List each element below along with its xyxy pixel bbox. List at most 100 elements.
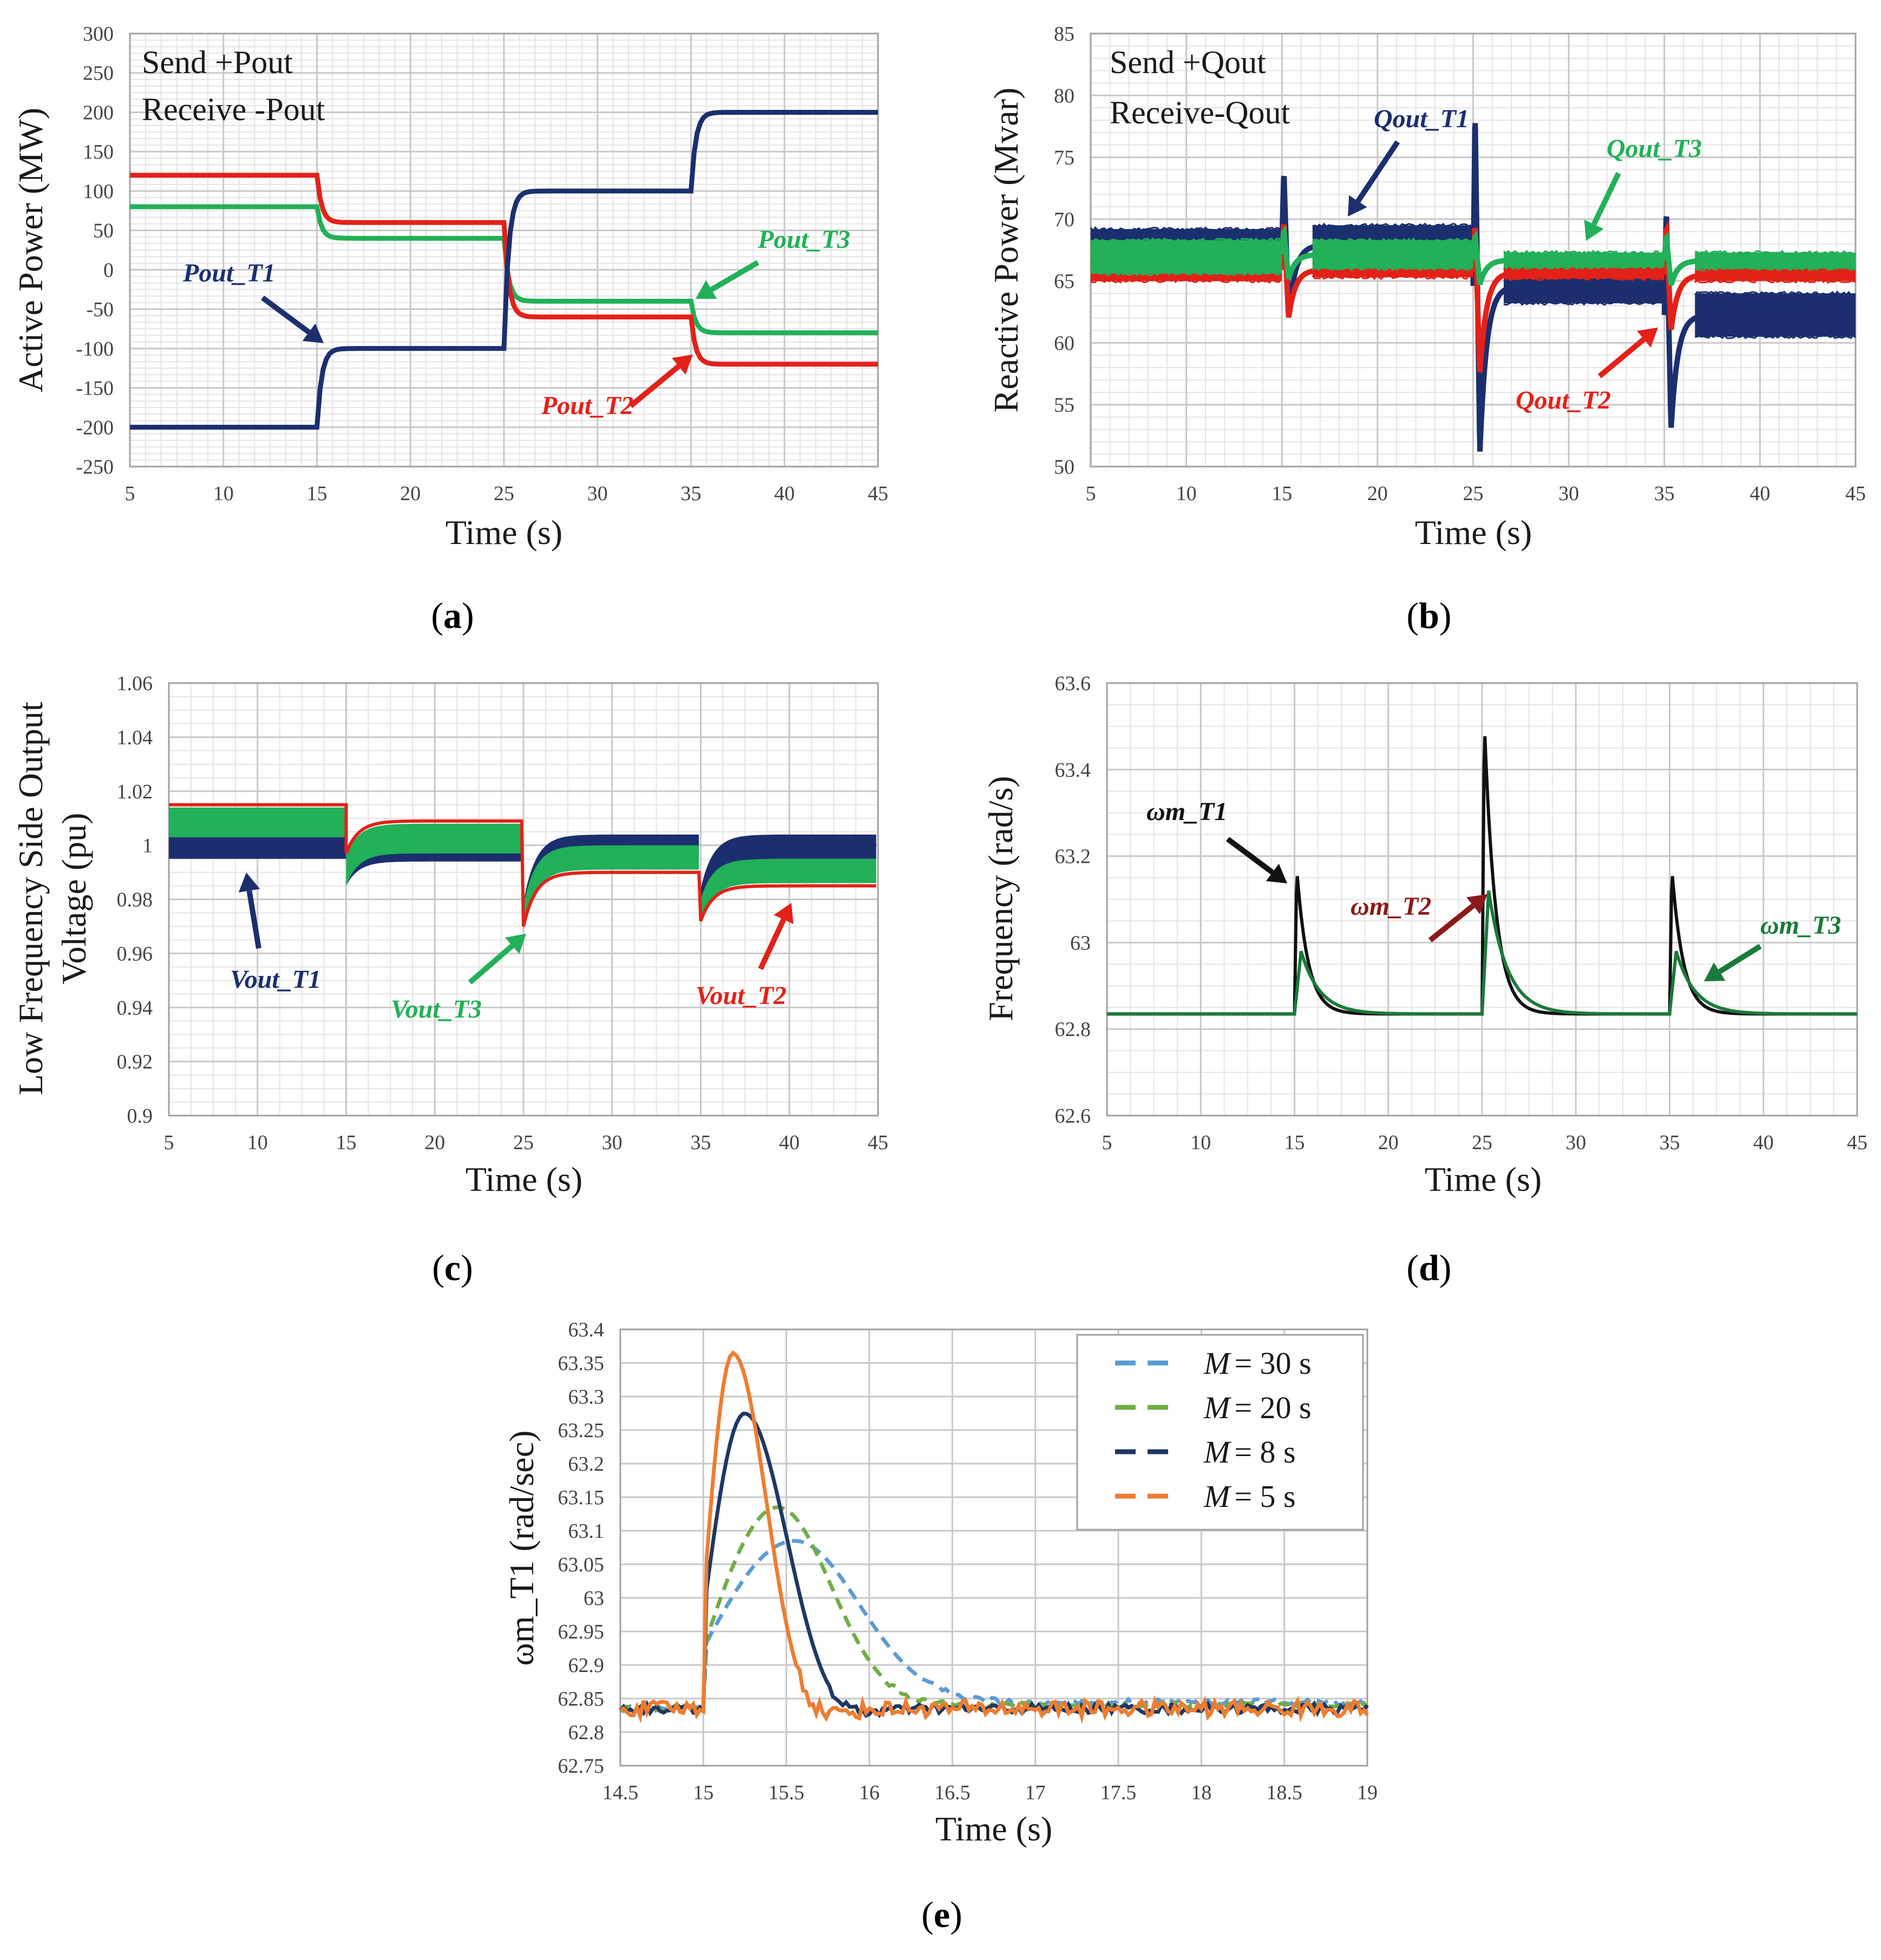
band-edge — [1503, 265, 1665, 270]
x-axis-label: Time (s) — [935, 1810, 1052, 1848]
caption-letter: e — [934, 1894, 950, 1935]
plot-frame — [129, 32, 879, 468]
band-edge — [1694, 278, 1856, 284]
y-tick-label: 63.2 — [568, 1453, 605, 1476]
caption-paren: ) — [461, 1247, 473, 1288]
x-tick-label: 35 — [691, 1131, 711, 1154]
x-tick-label: 35 — [1654, 482, 1675, 505]
y-tick-label: 80 — [1054, 84, 1074, 107]
legend-value: = 20 s — [1234, 1390, 1311, 1425]
x-tick-label: 16.5 — [934, 1781, 971, 1804]
noise-band — [523, 845, 699, 929]
noise-band — [1312, 240, 1473, 269]
x-tick-label: 5 — [1086, 482, 1096, 505]
caption-paren: ) — [1439, 595, 1452, 636]
x-tick-label: 25 — [1472, 1131, 1492, 1154]
x-tick-label: 20 — [1367, 482, 1388, 505]
x-tick-label: 15 — [336, 1131, 357, 1154]
y-tick-label: 63.25 — [558, 1419, 605, 1442]
annotation-arrow — [1704, 943, 1762, 981]
chart-b: 5 10 15 20 25 30 35 40 45 50 55 60 65 70 75 80 85 Time (s… — [987, 23, 1866, 636]
y-tick-label: 70 — [1054, 208, 1074, 231]
y-tick-label: 250 — [83, 62, 114, 85]
legend-value: = 5 s — [1234, 1479, 1295, 1514]
band-edge — [1503, 300, 1664, 306]
x-tick-label: 35 — [681, 482, 702, 505]
transient — [1279, 224, 1320, 280]
legend-symbol: M — [1203, 1346, 1231, 1381]
x-tick-label: 45 — [868, 482, 888, 505]
x-tick-label: 10 — [1176, 482, 1197, 505]
caption-letter: d — [1419, 1247, 1439, 1288]
y-tick-label: 63.1 — [568, 1520, 605, 1543]
y-tick-label: 0.92 — [117, 1051, 153, 1073]
x-axis-label: Time (s) — [1415, 513, 1532, 552]
arrow-shaft — [1355, 140, 1400, 203]
panel-caption: (e) — [921, 1894, 962, 1935]
noise-band — [700, 858, 876, 924]
x-tick-label: 15 — [1272, 482, 1292, 505]
x-tick-label: 5 — [125, 482, 135, 505]
caption-paren: ) — [462, 595, 474, 636]
y-tick-label: 1.06 — [117, 672, 153, 695]
y-tick-label: 63.4 — [1055, 759, 1091, 782]
arrow-head — [672, 355, 693, 375]
x-tick-label: 25 — [494, 482, 514, 505]
legend-label: M = 30 s — [1203, 1346, 1312, 1381]
x-tick-label: 45 — [1847, 1131, 1867, 1154]
band-edge — [1503, 250, 1665, 255]
noise-band — [1091, 240, 1282, 274]
caption-paren: ( — [431, 595, 443, 636]
noise-band — [169, 837, 346, 859]
y-tick-label: 63.15 — [558, 1486, 605, 1509]
y-tick-label: 300 — [83, 23, 114, 45]
legend-symbol: M — [1203, 1390, 1231, 1425]
legend-label: M = 8 s — [1203, 1434, 1296, 1470]
y-axis-label: Frequency (rad/s) — [981, 776, 1020, 1021]
panel-caption: (a) — [431, 595, 474, 636]
x-tick-label: 15 — [1284, 1131, 1305, 1154]
legend-label: M = 5 s — [1203, 1479, 1296, 1514]
x-tick-label: 30 — [602, 1131, 622, 1154]
arrow-head — [774, 903, 794, 925]
x-tick-label: 10 — [247, 1131, 268, 1154]
x-tick-label: 10 — [1190, 1131, 1211, 1154]
noise-band — [1695, 293, 1856, 337]
legend-symbol: M — [1203, 1434, 1231, 1470]
chart-a: 5 10 15 20 25 30 35 40 45 -250 -200 -150 -100 -50 0 50 1… — [11, 23, 888, 636]
series-annotation: Qout_T2 — [1516, 386, 1611, 415]
x-tick-label: 20 — [1378, 1131, 1399, 1154]
y-tick-label: 62.6 — [1055, 1105, 1091, 1128]
panel-caption: (c) — [432, 1247, 473, 1288]
plot-frame — [168, 682, 879, 1117]
transient — [1279, 224, 1320, 318]
caption-letter: b — [1419, 595, 1439, 636]
chart-e: 14.5 15 15.5 16 16.5 17 17.5 18 18.5 19 62.75 62.8 6… — [502, 1319, 1378, 1935]
x-axis-label: Time (s) — [1425, 1160, 1542, 1198]
band-edge — [1312, 222, 1471, 228]
y-tick-label: 62.9 — [568, 1654, 605, 1677]
band-edge — [1090, 237, 1282, 243]
arrow-shaft — [758, 918, 787, 971]
legend-symbol: M — [1203, 1479, 1231, 1514]
transient — [1470, 123, 1512, 452]
y-tick-label: 63 — [1070, 932, 1091, 954]
y-axis-label: Active Power (MW) — [11, 108, 50, 392]
arrow-shaft — [261, 295, 311, 335]
y-tick-label: 62.8 — [568, 1721, 605, 1744]
y-tick-label: 0.98 — [117, 889, 153, 912]
x-tick-label: 17.5 — [1100, 1781, 1137, 1804]
x-tick-label: 30 — [1558, 482, 1579, 505]
series-band-Vout_T3 — [169, 807, 876, 929]
arrow-head — [1466, 894, 1487, 914]
x-tick-label: 45 — [1845, 482, 1866, 505]
transient — [1661, 220, 1703, 330]
y-tick-label: 85 — [1054, 23, 1074, 45]
annotation-arrow — [628, 355, 693, 408]
y-tick-label: -200 — [76, 416, 114, 439]
panel-caption: (b) — [1406, 595, 1451, 636]
y-tick-label: 63 — [584, 1587, 604, 1610]
annotation-arrow — [238, 873, 261, 949]
band-edge — [1312, 274, 1471, 280]
